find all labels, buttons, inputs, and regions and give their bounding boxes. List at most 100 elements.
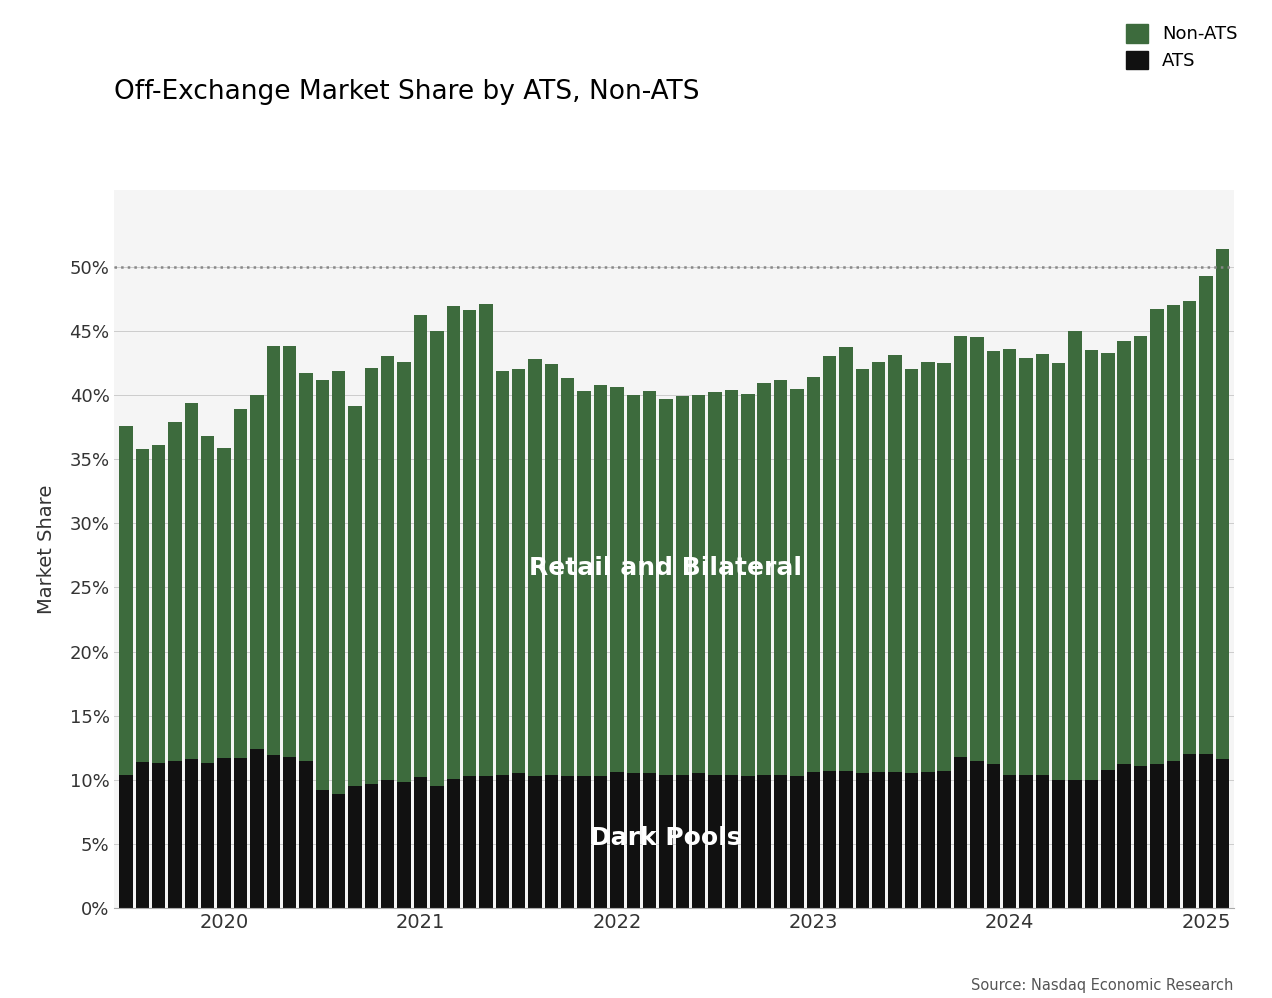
Bar [1150,764,1164,908]
Bar [790,388,804,776]
Bar [725,390,738,774]
Bar [1068,779,1081,908]
Bar [136,449,149,761]
Bar [282,756,296,908]
Bar [1199,754,1212,908]
Bar [251,395,263,749]
Bar [921,772,935,908]
Bar [806,377,820,772]
Bar [168,422,182,760]
Bar [790,776,804,908]
Bar [561,776,575,908]
Bar [1183,301,1197,754]
Bar [1052,363,1066,779]
Bar [184,402,198,759]
Bar [659,774,673,908]
Bar [1085,350,1098,779]
Bar [349,406,361,786]
Bar [921,361,935,772]
Legend: Non-ATS, ATS: Non-ATS, ATS [1126,24,1238,70]
Bar [332,370,346,794]
Bar [577,391,591,776]
Bar [937,770,951,908]
Bar [413,777,427,908]
Bar [528,776,542,908]
Bar [496,774,509,908]
Bar [201,436,215,763]
Bar [1002,348,1016,774]
Bar [299,760,313,908]
Bar [987,764,1000,908]
Bar [120,774,132,908]
Text: Dark Pools: Dark Pools [590,825,742,849]
Bar [1068,330,1081,779]
Bar [840,770,852,908]
Text: Off-Exchange Market Share by ATS, Non-ATS: Off-Exchange Market Share by ATS, Non-AT… [114,79,700,105]
Bar [136,761,149,908]
Bar [513,369,525,773]
Bar [692,395,706,773]
Bar [218,758,230,908]
Bar [446,778,460,908]
Bar [888,772,902,908]
Bar [251,749,263,908]
Bar [840,347,852,770]
Bar [888,355,902,772]
Bar [611,387,623,772]
Bar [577,776,591,908]
Bar [267,346,280,755]
Bar [267,755,280,908]
Bar [430,330,444,786]
Bar [659,399,673,774]
Bar [1166,760,1180,908]
Bar [954,336,967,756]
Bar [365,783,378,908]
Bar [201,763,215,908]
Bar [332,794,346,908]
Bar [234,758,247,908]
Bar [315,790,329,908]
Bar [1102,769,1114,908]
Text: Source: Nasdaq Economic Research: Source: Nasdaq Economic Research [972,978,1234,993]
Bar [709,774,721,908]
Bar [1102,352,1114,769]
Bar [627,773,640,908]
Bar [904,773,918,908]
Bar [627,395,640,773]
Bar [971,760,983,908]
Bar [480,776,492,908]
Bar [594,776,607,908]
Bar [1035,774,1049,908]
Bar [382,779,394,908]
Bar [349,786,361,908]
Bar [1118,764,1131,908]
Bar [873,772,885,908]
Bar [561,378,575,776]
Bar [544,364,558,774]
Bar [773,379,787,774]
Bar [120,426,132,774]
Bar [823,356,836,770]
Bar [773,774,787,908]
Bar [742,776,754,908]
Bar [315,379,329,790]
Bar [544,774,558,908]
Bar [1150,309,1164,764]
Bar [1019,774,1033,908]
Bar [1118,341,1131,764]
Bar [1183,754,1197,908]
Bar [823,770,836,908]
Bar [1085,779,1098,908]
Bar [675,396,689,774]
Bar [151,445,165,763]
Bar [1166,305,1180,760]
Bar [642,773,656,908]
Bar [954,756,967,908]
Bar [528,359,542,776]
Bar [1019,357,1033,774]
Bar [1216,759,1229,908]
Bar [692,773,706,908]
Bar [282,346,296,756]
Bar [594,384,607,776]
Bar [757,383,771,774]
